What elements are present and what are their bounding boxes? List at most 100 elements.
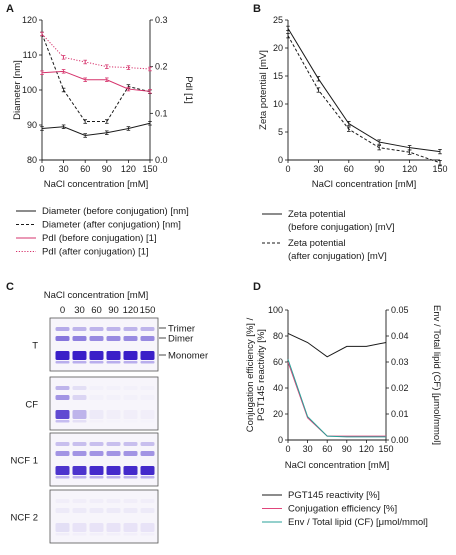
panel-c-gel: NaCl concentration [mM] 0 30 60 90 120 150 T CF N… — [11, 290, 208, 544]
y-tick-label: 20 — [273, 43, 283, 53]
gel-band — [90, 499, 104, 503]
gel-band — [123, 351, 138, 360]
gel-band-smear — [55, 533, 70, 536]
y-right-tick-label: 0.01 — [391, 409, 409, 419]
y-left-axis-label: Conjugation efficiency [%] / — [245, 317, 256, 432]
gel-band-smear — [140, 361, 155, 364]
gel-band — [55, 395, 70, 400]
gel-band-smear — [89, 361, 104, 364]
gel-band-smear — [89, 476, 104, 479]
gel-band — [72, 395, 87, 400]
x-tick-label: 120 — [121, 164, 136, 174]
gel-band-annotation: Dimer — [168, 334, 193, 345]
gel-band — [106, 442, 121, 446]
gel-band — [55, 466, 70, 475]
gel-band-smear — [106, 476, 121, 479]
gel-band — [72, 508, 87, 513]
gel-band — [56, 499, 70, 503]
gel-band — [124, 395, 138, 400]
x-tick-label: 90 — [374, 164, 384, 174]
legend-label: Diameter (before conjugation) [nm] — [42, 206, 189, 217]
gel-row-label: T — [32, 341, 38, 352]
gel-band-smear — [90, 420, 104, 423]
gel-band — [123, 451, 138, 456]
gel-row-label: CF — [25, 400, 38, 411]
gel-band-annotation: Monomer — [168, 351, 208, 362]
gel-band — [106, 336, 121, 341]
x-tick-label: 30 — [59, 164, 69, 174]
gel-band — [106, 523, 121, 532]
gel-lane-label: 90 — [108, 305, 119, 316]
series-line — [41, 33, 151, 122]
gel-band-smear — [123, 476, 138, 479]
y-right-tick-label: 0.02 — [391, 383, 409, 393]
gel-blot-frame — [49, 432, 159, 487]
gel-band — [55, 410, 70, 419]
panel-label-b: B — [253, 3, 261, 15]
y-tick-label: 10 — [273, 99, 283, 109]
gel-band — [72, 442, 87, 446]
series-line — [287, 359, 386, 438]
gel-row-label: NCF 1 — [11, 456, 38, 467]
gel-blot-frame — [49, 376, 159, 431]
y-right-tick-label: 0.03 — [391, 357, 409, 367]
x-tick-label: 30 — [303, 444, 313, 454]
x-tick-label: 90 — [102, 164, 112, 174]
x-axis-label: NaCl concentration [mM] — [44, 179, 149, 190]
series-line — [41, 33, 151, 70]
y-tick-label: 0 — [278, 155, 283, 165]
x-tick-label: 150 — [378, 444, 393, 454]
gel-band — [72, 386, 87, 390]
gel-band — [140, 466, 155, 475]
x-tick-label: 60 — [344, 164, 354, 174]
gel-band — [89, 442, 104, 446]
y-right-tick-label: 0.05 — [391, 305, 409, 315]
y-left-tick-label: 60 — [273, 357, 283, 367]
gel-band — [89, 466, 104, 475]
gel-band — [72, 451, 87, 456]
gel-band — [123, 466, 138, 475]
legend-label: (before conjugation) [mV] — [288, 222, 395, 233]
panel-label-a: A — [6, 3, 14, 15]
y-left-tick-label: 0 — [278, 435, 283, 445]
gel-band — [140, 336, 155, 341]
gel-band-smear — [72, 533, 87, 536]
y-left-tick-label: 40 — [273, 383, 283, 393]
gel-lane-label: 30 — [74, 305, 85, 316]
series-line — [287, 361, 386, 437]
gel-band — [107, 410, 121, 419]
y-right-tick-label: 0.1 — [155, 108, 168, 118]
series-line — [287, 35, 441, 164]
gel-band — [106, 466, 121, 475]
gel-band — [89, 410, 104, 419]
gel-band — [140, 451, 155, 456]
gel-band — [72, 336, 87, 341]
gel-band — [72, 410, 87, 419]
y-left-tick-label: 20 — [273, 409, 283, 419]
gel-band-smear — [140, 533, 155, 536]
gel-band — [90, 386, 104, 390]
x-tick-label: 60 — [322, 444, 332, 454]
gel-band — [73, 499, 87, 503]
legend-label: PdI (after conjugation) [1] — [42, 247, 149, 258]
legend-label: Conjugation efficiency [%] — [288, 504, 397, 515]
gel-band — [89, 451, 104, 456]
gel-band-smear — [72, 361, 87, 364]
gel-lane-label: 150 — [140, 305, 156, 316]
y-right-axis-label: PdI [1] — [183, 76, 194, 103]
gel-band — [72, 327, 87, 331]
gel-band — [123, 327, 138, 331]
x-tick-label: 150 — [142, 164, 157, 174]
gel-band-smear — [123, 533, 138, 536]
gel-band-smear — [140, 476, 155, 479]
panel-d-chart: 0 30 60 90 120 150 NaCl concentration [mM] 0 20 4… — [245, 305, 442, 528]
y-tick-label: 25 — [273, 15, 283, 25]
x-axis-label: NaCl concentration [mM] — [312, 179, 417, 190]
gel-band — [89, 327, 104, 331]
y-left-tick-label: 80 — [27, 155, 37, 165]
gel-band — [55, 351, 70, 360]
legend-label: Zeta potential — [288, 209, 346, 220]
gel-band — [55, 386, 70, 390]
gel-lane-label: 0 — [60, 305, 65, 316]
gel-band — [90, 395, 104, 400]
